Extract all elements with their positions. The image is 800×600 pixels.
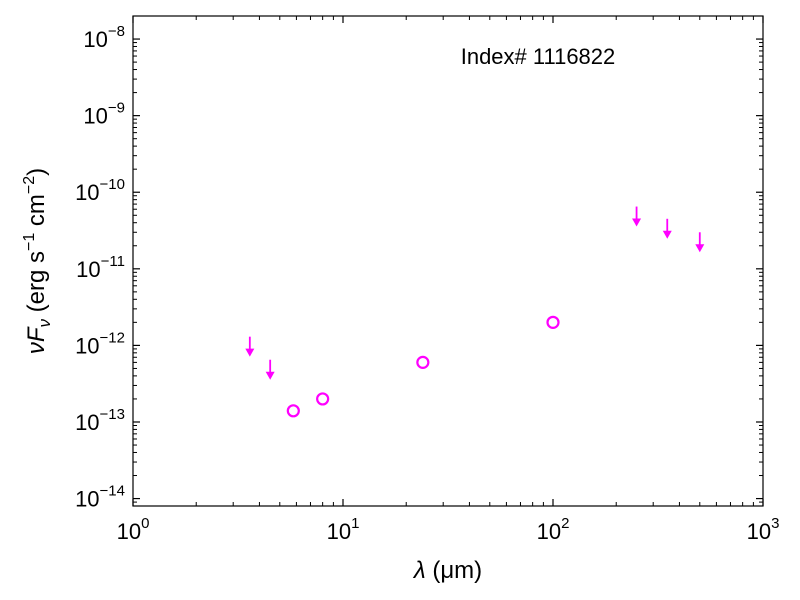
x-tick-label-base: 10 <box>117 519 141 544</box>
y-tick-label-base: 10 <box>75 410 99 435</box>
y-tick-label-base: 10 <box>83 104 107 129</box>
y-tick-label-exp: −11 <box>101 253 125 270</box>
x-axis-label: λ (μm) <box>412 557 482 584</box>
axis-tick-labels: 100 101 102 10310−1410−1310−1210−1110−1010−… <box>75 23 779 544</box>
y-tick-label: 10−13 <box>75 406 125 435</box>
plot-frame <box>132 15 764 507</box>
upper-limit-arrow-head <box>662 230 672 239</box>
y-axis-exp1: −1 <box>21 233 38 251</box>
x-axis-unit: (μm) <box>426 557 482 584</box>
y-tick-label-base: 10 <box>75 333 99 358</box>
data-point-circle <box>416 355 430 369</box>
chart-annotation: Index# 1116822 <box>461 44 616 69</box>
x-tick-label-exp: 2 <box>561 515 569 532</box>
y-tick-label-exp: −13 <box>100 406 125 423</box>
y-tick-label-base: 10 <box>75 487 99 512</box>
y-axis-unit-pre: (erg s <box>23 251 50 319</box>
y-tick-label: 10−8 <box>83 23 125 52</box>
x-axis-symbol: λ <box>412 557 426 584</box>
y-axis-subscript: ν <box>35 319 54 328</box>
y-tick-label-exp: −8 <box>108 23 125 40</box>
x-tick-label-exp: 3 <box>771 515 779 532</box>
y-tick-label-exp: −12 <box>100 329 125 346</box>
axis-ticks <box>132 16 764 506</box>
upper-limit-arrow <box>265 359 275 380</box>
y-tick-label: 10−12 <box>75 329 125 358</box>
x-tick-label-exp: 0 <box>141 515 149 532</box>
y-tick-label-base: 10 <box>83 27 107 52</box>
upper-limit-arrow-head <box>632 218 642 227</box>
x-tick-label: 101 <box>327 515 360 544</box>
x-tick-label-base: 10 <box>747 519 771 544</box>
x-tick-label-base: 10 <box>537 519 561 544</box>
y-tick-label-exp: −9 <box>108 100 125 117</box>
y-tick-label-base: 10 <box>75 180 99 205</box>
upper-limit-arrow <box>245 336 255 357</box>
upper-limit-arrow <box>695 232 705 253</box>
x-tick-label: 100 <box>117 515 150 544</box>
x-tick-label-exp: 1 <box>351 515 359 532</box>
upper-limit-arrow <box>632 206 642 227</box>
upper-limit-arrow-head <box>265 371 275 380</box>
data-point-circle <box>316 392 330 406</box>
upper-limit-arrow <box>662 218 672 239</box>
y-tick-label-base: 10 <box>76 257 100 282</box>
y-tick-label-exp: −10 <box>100 176 125 193</box>
x-tick-label: 102 <box>537 515 570 544</box>
y-axis-unit-post: ) <box>23 168 50 176</box>
y-tick-label-exp: −14 <box>100 483 125 500</box>
y-tick-label: 10−11 <box>76 253 125 282</box>
y-tick-label: 10−14 <box>75 483 125 512</box>
y-tick-label: 10−10 <box>75 176 125 205</box>
y-axis-label: νFν (erg s−1 cm−2) <box>21 168 54 354</box>
y-tick-label: 10−9 <box>83 100 125 129</box>
y-axis-exp2: −2 <box>21 176 38 194</box>
upper-limit-arrow-head <box>695 244 705 253</box>
y-axis-unit-mid: cm <box>23 194 50 233</box>
data-marks <box>245 206 705 418</box>
data-point-circle <box>286 404 300 418</box>
data-point-circle <box>546 315 560 329</box>
upper-limit-arrow-head <box>245 348 255 357</box>
y-axis-symbol: νF <box>23 326 50 354</box>
x-tick-label-base: 10 <box>327 519 351 544</box>
x-tick-label: 103 <box>747 515 780 544</box>
